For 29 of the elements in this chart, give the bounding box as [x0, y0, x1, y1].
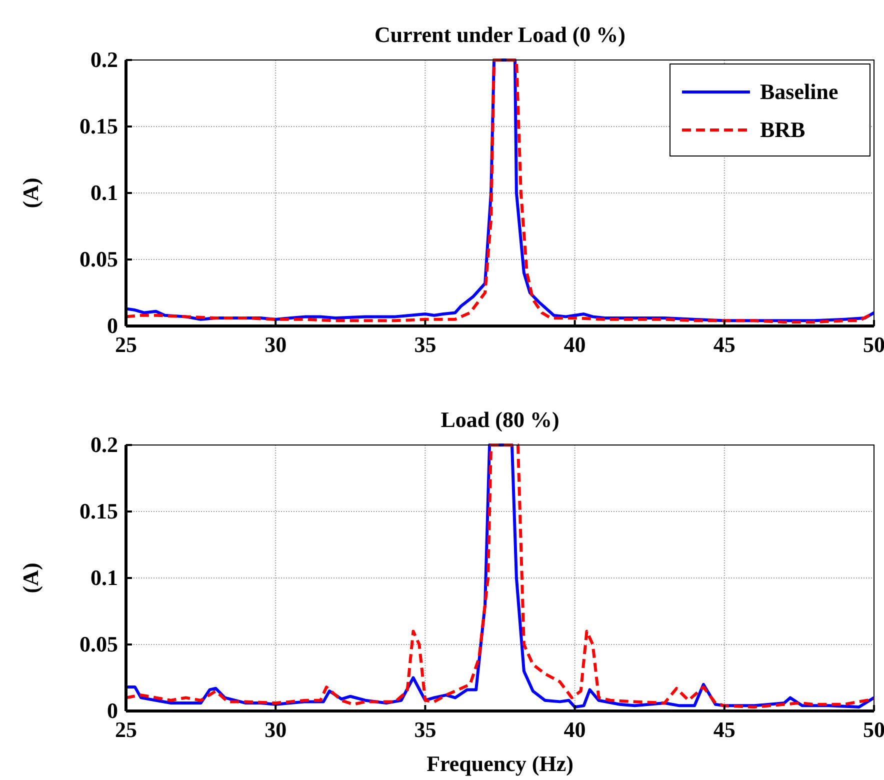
y-tick-label: 0.05 — [80, 246, 118, 272]
y-tick-label: 0.15 — [80, 498, 118, 524]
y-tick-label: 0.1 — [90, 180, 118, 205]
y-axis-title: (A) — [18, 178, 43, 208]
chart-title: Current under Load (0 %) — [374, 22, 626, 47]
y-tick-label: 0 — [107, 313, 118, 338]
y-axis-title: (A) — [18, 562, 43, 594]
x-tick-label: 45 — [713, 717, 736, 742]
legend-label: BRB — [760, 117, 806, 142]
x-tick-label: 35 — [414, 332, 436, 357]
x-axis-title: Frequency (Hz) — [426, 751, 574, 776]
y-tick-label: 0 — [107, 698, 118, 723]
x-tick-label: 45 — [713, 332, 736, 357]
x-tick-label: 25 — [115, 332, 137, 357]
x-tick-label: 50 — [863, 332, 884, 357]
y-tick-label: 0.1 — [90, 565, 118, 590]
y-tick-label: 0.2 — [90, 47, 118, 72]
x-tick-label: 35 — [414, 717, 436, 742]
y-tick-label: 0.2 — [90, 432, 118, 457]
y-tick-label: 0.15 — [80, 114, 118, 138]
x-tick-label: 30 — [264, 332, 287, 357]
x-tick-label: 50 — [863, 717, 884, 742]
x-tick-label: 40 — [564, 717, 586, 742]
chart-title: Load (80 %) — [440, 407, 560, 432]
y-tick-label: 0.05 — [80, 632, 118, 656]
legend-label: Baseline — [760, 79, 838, 104]
x-tick-label: 25 — [115, 717, 137, 742]
x-tick-label: 40 — [564, 332, 586, 357]
x-tick-label: 30 — [264, 717, 287, 742]
